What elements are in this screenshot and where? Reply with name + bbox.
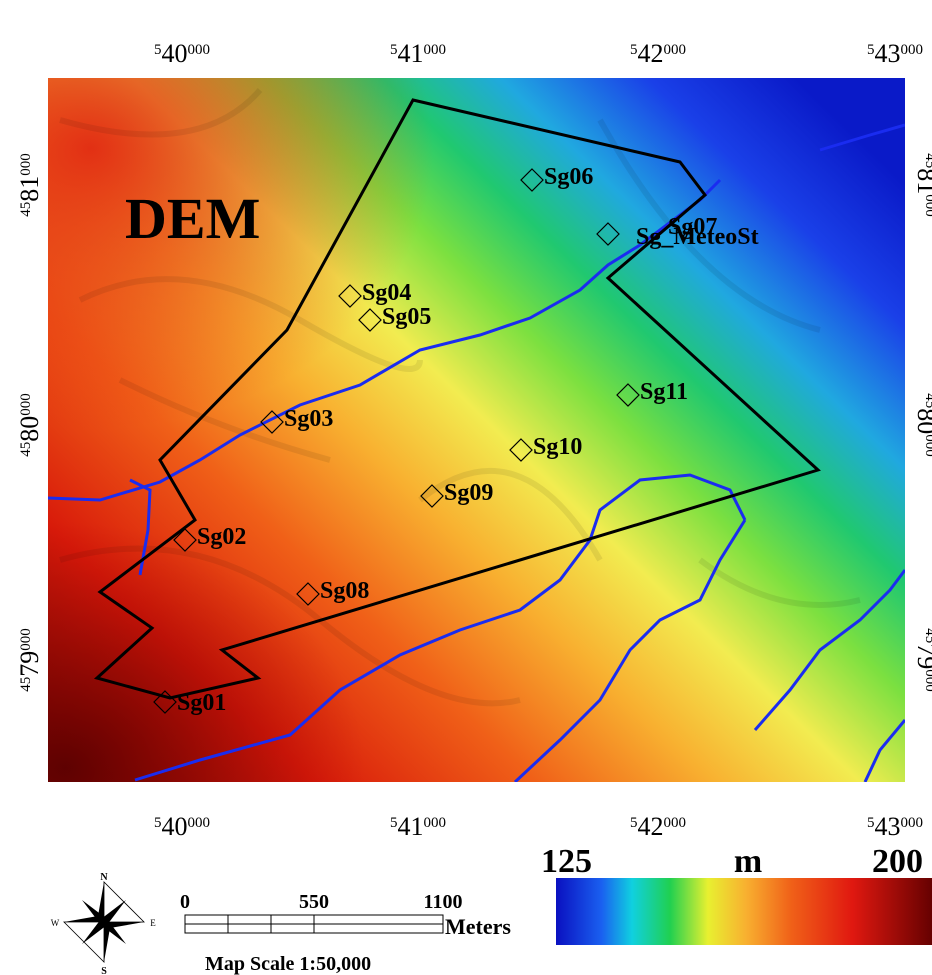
coord-suffix: 000 bbox=[901, 815, 924, 831]
coord-main: 43 bbox=[875, 39, 901, 68]
coord-label: 542000 bbox=[630, 39, 686, 68]
coord-suffix: 000 bbox=[922, 434, 932, 457]
coord-prefix: 45 bbox=[922, 393, 932, 408]
station-label: Sg01 bbox=[177, 690, 226, 716]
station-label: Sg10 bbox=[533, 434, 582, 460]
coord-main: 42 bbox=[638, 812, 664, 841]
north-arrow: N S W E bbox=[51, 872, 157, 975]
coord-suffix: 000 bbox=[664, 42, 687, 58]
coord-suffix: 000 bbox=[901, 42, 924, 58]
scale-tick: 1100 bbox=[424, 891, 463, 913]
station-label: Sg02 bbox=[197, 524, 246, 550]
coord-suffix: 000 bbox=[424, 815, 447, 831]
coord-label: 543000 bbox=[867, 812, 923, 841]
compass-n: N bbox=[100, 872, 108, 883]
coord-label: 542000 bbox=[630, 812, 686, 841]
scale-caption: Map Scale 1:50,000 bbox=[205, 953, 371, 975]
coord-prefix: 5 bbox=[390, 815, 398, 831]
scale-unit: Meters bbox=[445, 914, 511, 939]
coord-label: 541000 bbox=[390, 812, 446, 841]
coord-suffix: 000 bbox=[18, 628, 34, 651]
legend-colorbar bbox=[556, 878, 932, 945]
coord-prefix: 45 bbox=[18, 202, 34, 217]
coord-label: 4579000 bbox=[15, 628, 44, 692]
coord-label: 4581000 bbox=[912, 153, 932, 217]
coord-label: 4580000 bbox=[912, 393, 932, 457]
legend-unit: m bbox=[734, 843, 762, 880]
compass-e: E bbox=[150, 918, 156, 928]
coord-prefix: 45 bbox=[18, 677, 34, 692]
coord-main: 43 bbox=[875, 812, 901, 841]
coord-prefix: 5 bbox=[154, 42, 162, 58]
compass-w: W bbox=[51, 918, 60, 928]
station-label: Sg_MeteoSt bbox=[636, 224, 759, 250]
coord-prefix: 5 bbox=[630, 815, 638, 831]
coord-main: 41 bbox=[398, 812, 424, 841]
station-label: Sg11 bbox=[640, 379, 688, 405]
coord-main: 42 bbox=[638, 39, 664, 68]
station-label: Sg06 bbox=[544, 164, 593, 190]
legend-max: 200 bbox=[872, 843, 923, 880]
compass-s: S bbox=[101, 966, 107, 975]
coord-prefix: 5 bbox=[867, 815, 875, 831]
coord-suffix: 000 bbox=[18, 393, 34, 416]
coord-label: 541000 bbox=[390, 39, 446, 68]
coord-label: 540000 bbox=[154, 812, 210, 841]
map-figure: DEM Sg01Sg02Sg03Sg04Sg05Sg06Sg07Sg_Meteo… bbox=[0, 0, 932, 975]
coord-prefix: 5 bbox=[390, 42, 398, 58]
scale-tick: 550 bbox=[299, 891, 329, 913]
coord-label: 4579000 bbox=[912, 628, 932, 692]
coord-prefix: 45 bbox=[18, 442, 34, 457]
legend-min: 125 bbox=[541, 843, 592, 880]
coord-label: 540000 bbox=[154, 39, 210, 68]
coord-main: 40 bbox=[162, 812, 188, 841]
coord-main: 80 bbox=[912, 408, 932, 434]
scale-bar: 0 550 1100 Meters Map Scale 1:50,000 bbox=[180, 891, 511, 975]
coord-prefix: 5 bbox=[630, 42, 638, 58]
coord-main: 81 bbox=[912, 168, 932, 194]
coord-prefix: 45 bbox=[922, 153, 932, 168]
coord-suffix: 000 bbox=[424, 42, 447, 58]
dem-raster: DEM Sg01Sg02Sg03Sg04Sg05Sg06Sg07Sg_Meteo… bbox=[48, 78, 905, 782]
scale-tick: 0 bbox=[180, 891, 190, 913]
station-label: Sg03 bbox=[284, 406, 333, 432]
coord-suffix: 000 bbox=[18, 153, 34, 176]
map-title: DEM bbox=[125, 186, 260, 251]
coord-prefix: 5 bbox=[154, 815, 162, 831]
coord-label: 543000 bbox=[867, 39, 923, 68]
coord-suffix: 000 bbox=[664, 815, 687, 831]
station-label: Sg08 bbox=[320, 578, 369, 604]
coord-main: 40 bbox=[162, 39, 188, 68]
coord-suffix: 000 bbox=[922, 669, 932, 692]
station-label: Sg09 bbox=[444, 480, 493, 506]
coord-suffix: 000 bbox=[188, 42, 211, 58]
legend: 125 m 200 bbox=[541, 843, 932, 945]
coord-label: 4580000 bbox=[15, 393, 44, 457]
coord-suffix: 000 bbox=[188, 815, 211, 831]
station-label: Sg05 bbox=[382, 304, 431, 330]
coord-suffix: 000 bbox=[922, 194, 932, 217]
station-label: Sg04 bbox=[362, 280, 411, 306]
coord-prefix: 45 bbox=[922, 628, 932, 643]
coord-label: 4581000 bbox=[15, 153, 44, 217]
coord-main: 79 bbox=[15, 651, 44, 677]
coord-prefix: 5 bbox=[867, 42, 875, 58]
coord-main: 41 bbox=[398, 39, 424, 68]
coord-main: 80 bbox=[15, 416, 44, 442]
coord-main: 79 bbox=[912, 643, 932, 669]
coord-main: 81 bbox=[15, 176, 44, 202]
